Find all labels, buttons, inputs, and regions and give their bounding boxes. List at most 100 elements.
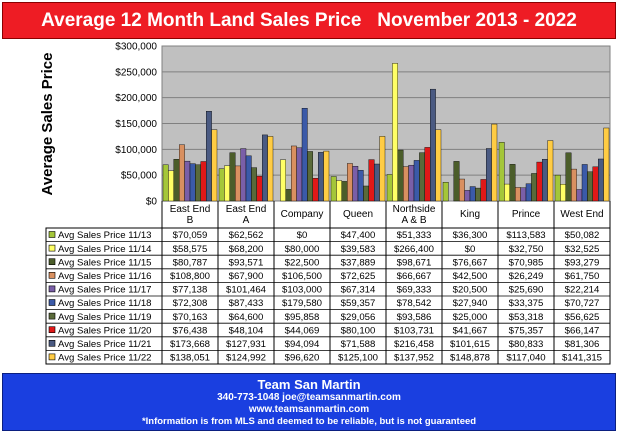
data-label: $76,438 (173, 325, 208, 336)
data-label: $22,214 (565, 285, 600, 296)
data-label: $0 (465, 244, 476, 255)
bar (403, 166, 409, 202)
bar (520, 187, 527, 202)
bar (464, 190, 471, 202)
bar (565, 152, 572, 202)
bar (184, 160, 191, 202)
bar (234, 165, 241, 202)
bar (598, 158, 604, 202)
data-label: $117,040 (506, 353, 545, 364)
data-label: $94,094 (285, 339, 320, 350)
data-label: $62,562 (229, 230, 264, 241)
data-label: $32,525 (565, 244, 600, 255)
bar (312, 178, 319, 202)
bar (560, 183, 567, 202)
legend-label: Avg Sales Price 11/13 (58, 230, 152, 241)
x-tick-label: Northside (393, 204, 436, 215)
data-label: $72,625 (341, 271, 376, 282)
bar (386, 174, 393, 202)
data-label: $27,940 (453, 298, 488, 309)
data-label: $141,315 (562, 353, 602, 364)
bar (162, 164, 169, 202)
bar (336, 180, 342, 202)
legend-label: Avg Sales Price 11/22 (58, 353, 152, 364)
bar (515, 187, 521, 202)
data-label: $25,000 (453, 312, 488, 323)
bar (525, 183, 532, 202)
bar (173, 159, 180, 202)
x-tick-label: King (460, 209, 480, 220)
bar (347, 163, 353, 202)
x-tick-label: A & B (401, 215, 426, 226)
bar (379, 136, 386, 202)
data-label: $51,333 (397, 230, 432, 241)
company-name: Team San Martin (257, 377, 361, 392)
website-link[interactable]: www.teamsanmartin.com (248, 404, 370, 415)
data-label: $32,750 (509, 244, 544, 255)
bar (430, 88, 436, 202)
legend-label: Avg Sales Price 11/20 (58, 325, 152, 336)
bar (368, 159, 375, 202)
data-label: $26,249 (509, 271, 544, 282)
bar (211, 129, 218, 202)
x-tick-label: Prince (512, 209, 541, 220)
data-label: $37,889 (341, 257, 376, 268)
bar (469, 186, 476, 202)
bar (486, 148, 492, 202)
data-label: $137,952 (394, 353, 434, 364)
y-tick-label: $50,000 (121, 171, 158, 182)
data-label: $101,615 (450, 339, 490, 350)
bar (318, 152, 324, 202)
bar (267, 136, 274, 202)
bar (592, 166, 599, 202)
legend-label: Avg Sales Price 11/15 (58, 257, 152, 268)
data-label: $81,306 (565, 339, 600, 350)
bar (576, 189, 583, 202)
bar (357, 170, 364, 202)
bar (374, 163, 380, 202)
x-tick-label: A (243, 215, 250, 226)
legend-label: Avg Sales Price 11/18 (58, 298, 152, 309)
y-axis-label: Average Sales Price (39, 53, 56, 196)
bar (397, 149, 404, 202)
data-label: $25,690 (509, 285, 544, 296)
legend-swatch (48, 353, 56, 361)
data-label: $48,104 (229, 325, 264, 336)
bar (205, 111, 212, 202)
data-label: $80,833 (509, 339, 544, 350)
data-label: $138,051 (170, 353, 210, 364)
data-label: $70,727 (565, 298, 600, 309)
chart-title: Average 12 Month Land Sales Price Novemb… (2, 2, 616, 39)
y-tick-label: $0 (146, 197, 158, 208)
bar (307, 151, 313, 202)
bar (581, 164, 588, 202)
bar (218, 168, 225, 202)
data-label: $41,667 (453, 325, 488, 336)
data-label: $103,000 (282, 285, 322, 296)
data-label: $67,900 (229, 271, 264, 282)
data-label: $29,056 (341, 312, 376, 323)
data-label: $70,059 (173, 230, 208, 241)
data-label: $93,571 (229, 257, 264, 268)
data-label: $80,000 (285, 244, 320, 255)
data-label: $93,279 (565, 257, 600, 268)
legend-label: Avg Sales Price 11/14 (58, 244, 152, 255)
data-label: $59,357 (341, 298, 376, 309)
bar (251, 167, 257, 202)
bar (603, 127, 610, 202)
data-label: $42,500 (453, 271, 488, 282)
legend-label: Avg Sales Price 11/16 (58, 271, 152, 282)
bar (195, 164, 201, 202)
bar (547, 140, 554, 202)
data-label: $108,800 (170, 271, 210, 282)
bar (262, 134, 268, 202)
y-tick-label: $250,000 (115, 67, 157, 78)
data-label: $33,375 (509, 298, 544, 309)
legend-swatch (48, 272, 56, 279)
y-tick-label: $200,000 (115, 93, 157, 104)
x-tick-label: Queen (343, 209, 373, 220)
legend-swatch (48, 312, 56, 320)
bar (542, 159, 548, 202)
x-tick-label: East End (170, 204, 211, 215)
bar (301, 108, 308, 202)
